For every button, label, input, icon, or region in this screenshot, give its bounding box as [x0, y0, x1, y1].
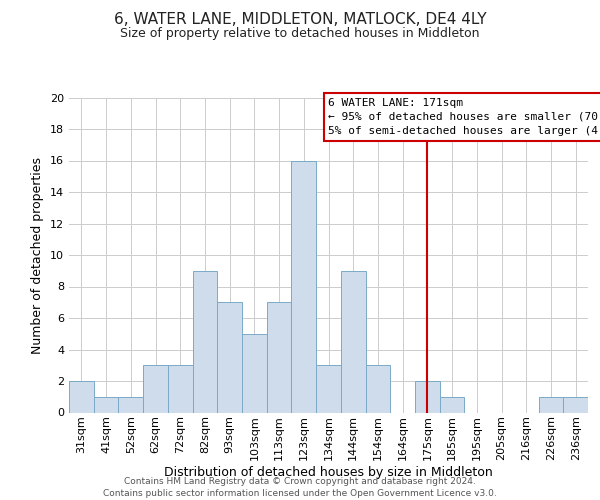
Bar	[415, 381, 440, 412]
Bar	[193, 271, 217, 412]
Bar	[316, 365, 341, 412]
Bar	[94, 397, 118, 412]
Bar	[539, 397, 563, 412]
Bar	[143, 365, 168, 412]
Bar	[69, 381, 94, 412]
Bar	[365, 365, 390, 412]
Bar	[267, 302, 292, 412]
Text: 6 WATER LANE: 171sqm
← 95% of detached houses are smaller (70)
5% of semi-detach: 6 WATER LANE: 171sqm ← 95% of detached h…	[329, 98, 600, 136]
Bar	[341, 271, 365, 412]
Text: 6, WATER LANE, MIDDLETON, MATLOCK, DE4 4LY: 6, WATER LANE, MIDDLETON, MATLOCK, DE4 4…	[113, 12, 487, 28]
Bar	[440, 397, 464, 412]
X-axis label: Distribution of detached houses by size in Middleton: Distribution of detached houses by size …	[164, 466, 493, 479]
Text: Size of property relative to detached houses in Middleton: Size of property relative to detached ho…	[120, 28, 480, 40]
Text: Contains HM Land Registry data © Crown copyright and database right 2024.
Contai: Contains HM Land Registry data © Crown c…	[103, 476, 497, 498]
Bar	[242, 334, 267, 412]
Bar	[168, 365, 193, 412]
Bar	[118, 397, 143, 412]
Bar	[292, 160, 316, 412]
Bar	[563, 397, 588, 412]
Y-axis label: Number of detached properties: Number of detached properties	[31, 156, 44, 354]
Bar	[217, 302, 242, 412]
